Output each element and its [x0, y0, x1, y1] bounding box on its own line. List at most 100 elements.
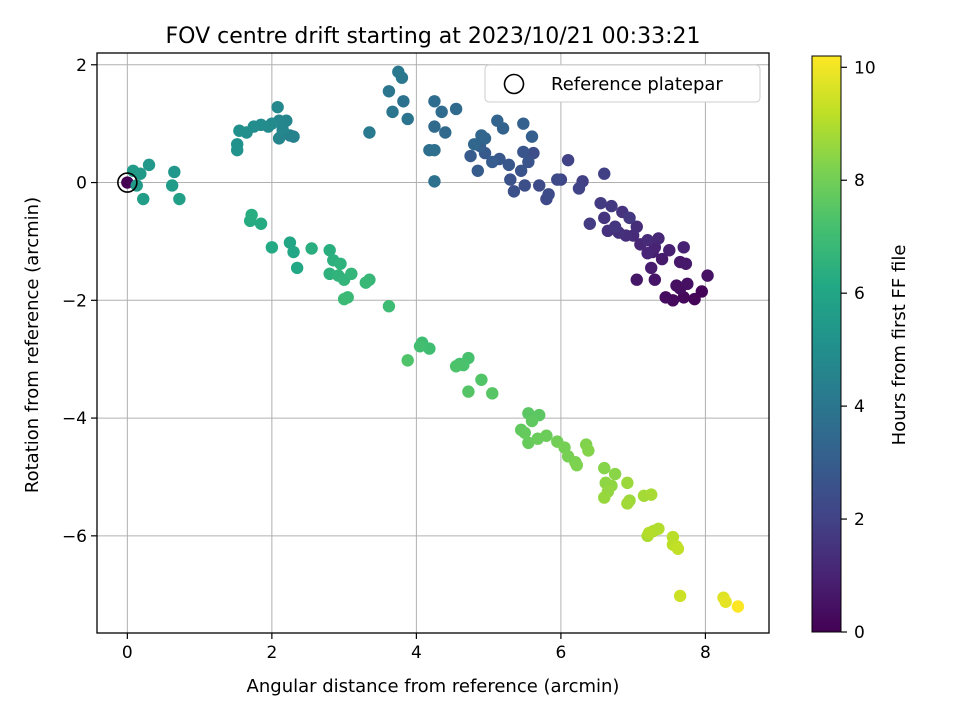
- data-point: [641, 247, 654, 260]
- colorbar-gradient: [811, 55, 842, 633]
- data-point: [621, 497, 634, 510]
- data-point: [290, 261, 304, 275]
- data-point: [621, 476, 634, 490]
- x-axis-label: Angular distance from reference (arcmin): [247, 676, 620, 697]
- data-point: [542, 188, 555, 201]
- data-point: [608, 467, 622, 481]
- chart-title: FOV centre drift starting at 2023/10/21 …: [166, 24, 701, 49]
- data-point: [623, 211, 636, 225]
- data-point: [449, 360, 463, 373]
- data-point: [345, 267, 358, 281]
- data-point: [645, 488, 658, 501]
- data-point: [525, 130, 539, 143]
- legend-marker-reference: [503, 73, 525, 95]
- data-point: [518, 426, 531, 439]
- data-point: [392, 65, 405, 79]
- data-point: [648, 273, 662, 286]
- data-point: [502, 158, 516, 172]
- data-point: [679, 257, 693, 271]
- data-point: [504, 173, 517, 186]
- data-point: [583, 217, 596, 230]
- data-point: [517, 117, 530, 130]
- data-point: [673, 589, 687, 603]
- data-point: [525, 414, 539, 428]
- data-point: [701, 269, 714, 282]
- data-point: [382, 299, 396, 313]
- data-point: [428, 143, 441, 157]
- plot-area: 0 2 4 6 8 2 0 −2 −4 −6: [62, 52, 770, 663]
- data-point: [142, 158, 156, 172]
- data-point: [467, 138, 481, 151]
- x-tick-label: 2: [266, 643, 277, 663]
- data-point: [540, 429, 553, 442]
- y-tick-label: −4: [62, 409, 87, 429]
- data-point: [655, 252, 669, 266]
- data-point: [265, 241, 279, 254]
- data-point: [551, 173, 564, 186]
- data-point: [305, 242, 318, 255]
- colorbar-ticks: 0 2 4 6 8 10: [841, 58, 876, 643]
- data-point: [719, 595, 732, 608]
- data-point: [428, 95, 441, 108]
- colorbar-tick-label: 2: [854, 510, 865, 530]
- data-point: [677, 241, 690, 254]
- x-axis-ticks: 0 2 4 6 8: [122, 633, 711, 663]
- y-axis-label: Rotation from reference (arcmin): [22, 197, 43, 493]
- x-tick-label: 6: [555, 643, 566, 663]
- plot-frame: [96, 52, 770, 634]
- y-tick-label: 0: [76, 174, 87, 194]
- data-point: [337, 292, 351, 306]
- y-tick-label: −2: [62, 291, 87, 311]
- data-point: [254, 217, 268, 230]
- data-point: [334, 257, 347, 271]
- data-point: [570, 458, 583, 472]
- data-point: [671, 542, 685, 555]
- data-point: [475, 129, 488, 142]
- data-point: [522, 155, 535, 169]
- data-point: [397, 95, 410, 108]
- colorbar-tick-label: 6: [854, 284, 865, 304]
- data-point: [518, 179, 531, 192]
- data-point: [688, 292, 701, 306]
- data-point: [630, 220, 643, 233]
- data-point: [287, 245, 300, 259]
- data-point: [598, 461, 611, 475]
- data-point: [514, 164, 528, 177]
- data-point: [598, 211, 611, 225]
- data-point: [641, 234, 654, 247]
- data-point: [731, 600, 745, 613]
- data-point: [165, 179, 179, 192]
- colorbar-tick-label: 8: [854, 171, 865, 191]
- legend-box: [484, 64, 761, 103]
- data-point: [323, 244, 336, 257]
- data-point: [507, 185, 521, 198]
- data-point: [517, 145, 530, 159]
- data-point: [659, 291, 672, 304]
- data-point: [121, 176, 134, 189]
- y-tick-label: −6: [62, 527, 87, 547]
- data-point: [681, 277, 694, 291]
- colorbar-tick-label: 0: [854, 623, 865, 643]
- data-point: [608, 220, 622, 233]
- data-point: [439, 126, 452, 139]
- data-point: [582, 444, 595, 457]
- data-point: [594, 196, 607, 210]
- x-tick-label: 8: [700, 643, 711, 663]
- x-tick-label: 0: [122, 643, 133, 663]
- data-point: [359, 276, 372, 289]
- data-point: [491, 114, 504, 127]
- data-point: [486, 155, 499, 169]
- x-tick-label: 4: [411, 643, 422, 663]
- data-point: [486, 387, 499, 400]
- data-point: [471, 164, 484, 177]
- data-point: [271, 100, 284, 114]
- data-point: [663, 244, 676, 257]
- data-point: [435, 105, 448, 119]
- data-point: [401, 354, 414, 367]
- data-point: [449, 102, 463, 116]
- data-point: [652, 522, 665, 535]
- data-point: [401, 112, 414, 126]
- data-point: [423, 342, 436, 355]
- data-point: [598, 491, 611, 504]
